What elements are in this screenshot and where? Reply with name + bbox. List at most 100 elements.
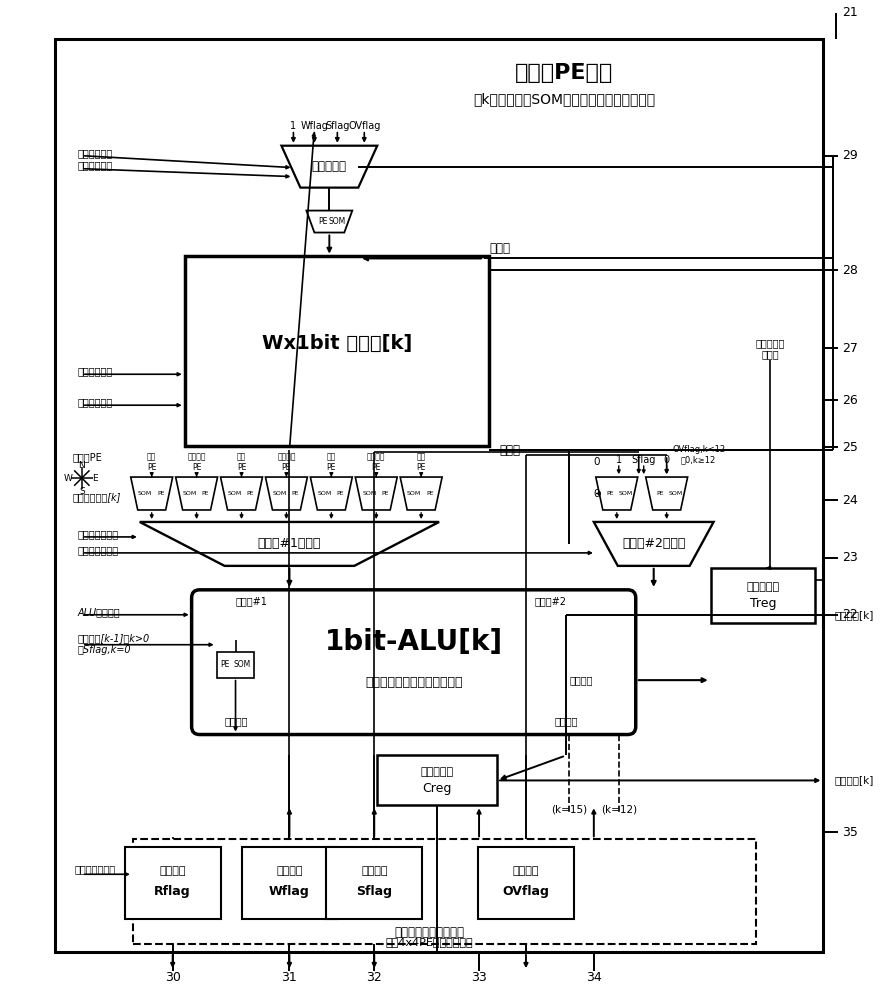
FancyBboxPatch shape [711,568,815,623]
Text: 操作数#1: 操作数#1 [235,596,267,606]
Text: 25: 25 [842,441,858,454]
Text: 进位输出[k]: 进位输出[k] [834,610,874,620]
Text: 东侧: 东侧 [147,453,156,462]
Text: PE: PE [656,491,663,496]
Text: 31: 31 [281,971,297,984]
Text: PE: PE [318,217,328,226]
Text: 北侧: 北侧 [416,453,426,462]
Text: 0: 0 [594,489,600,499]
FancyBboxPatch shape [478,847,574,919]
Text: 进位输出[k]: 进位输出[k] [834,775,874,785]
Text: SOM: SOM [618,491,633,496]
Text: 西侧: 西侧 [326,453,336,462]
FancyBboxPatch shape [124,847,220,919]
Text: 临时寄存器: 临时寄存器 [756,338,785,348]
Polygon shape [281,146,377,188]
Text: 1: 1 [616,455,622,465]
FancyBboxPatch shape [184,256,489,446]
Text: PE: PE [192,463,201,472]
FancyBboxPatch shape [217,652,255,678]
Text: 读数据: 读数据 [499,444,520,457]
Text: PE: PE [237,463,246,472]
Polygon shape [310,477,352,510]
Text: 逻辑高位: 逻辑高位 [277,453,295,462]
Text: SOM: SOM [329,217,346,226]
Text: SOM: SOM [228,491,242,496]
Text: 30: 30 [165,971,181,984]
Text: Rflag: Rflag [154,885,191,898]
Text: 第一操作数选择: 第一操作数选择 [78,529,119,539]
Text: 1: 1 [290,121,296,131]
FancyBboxPatch shape [326,847,422,919]
Text: OVflag: OVflag [503,885,549,898]
Text: 进位输入: 进位输入 [225,717,248,727]
Text: 南侧: 南侧 [237,453,246,462]
Text: 条件选择器: 条件选择器 [312,160,347,173]
Text: SOM: SOM [273,491,287,496]
Text: Wx1bit 存储器[k]: Wx1bit 存储器[k] [262,334,412,353]
Polygon shape [596,477,638,510]
Text: 28: 28 [842,264,858,277]
Text: 35: 35 [842,826,858,839]
Text: 32: 32 [366,971,382,984]
Text: PE: PE [382,491,389,496]
Text: 0: 0 [663,455,669,465]
Polygon shape [306,211,352,233]
Text: OVflag,k<12
或0,k≥12: OVflag,k<12 或0,k≥12 [672,445,725,465]
Text: SOM: SOM [407,491,422,496]
Text: PE: PE [371,463,381,472]
Text: 获胜标志: 获胜标志 [276,866,303,876]
Text: 到相邻PE: 到相邻PE [73,452,102,462]
Text: SOM: SOM [318,491,332,496]
Text: 存储器读地址: 存储器读地址 [78,366,113,376]
Text: PE: PE [606,491,614,496]
Text: 可重构PE单元: 可重构PE单元 [515,63,613,83]
Text: SOM: SOM [234,660,251,669]
Text: 溢出标志: 溢出标志 [512,866,539,876]
Text: PE: PE [326,463,336,472]
Text: 22: 22 [842,608,858,621]
Text: 操作数#1选择器: 操作数#1选择器 [258,537,321,550]
Polygon shape [176,477,218,510]
FancyBboxPatch shape [242,847,337,919]
Text: Sflag: Sflag [325,121,349,131]
Text: SOM: SOM [138,491,152,496]
Text: 21: 21 [842,6,858,19]
Text: OVflag: OVflag [348,121,380,131]
Text: PE: PE [416,463,426,472]
Text: 重构标志: 重构标志 [160,866,186,876]
Text: S: S [79,487,85,496]
Polygon shape [139,522,439,566]
Text: 第二操作数选择: 第二操作数选择 [78,545,119,555]
Text: PE: PE [281,463,291,472]
Text: 写使能: 写使能 [762,349,780,359]
Polygon shape [131,477,173,510]
Text: Wflag: Wflag [301,121,328,131]
Text: PE: PE [337,491,344,496]
Text: （求和，取反，相与，相或）: （求和，取反，相与，相或） [365,676,462,689]
Text: PE: PE [202,491,209,496]
Text: PE: PE [157,491,164,496]
Text: PE: PE [220,660,229,669]
Text: (k=15): (k=15) [550,804,587,814]
Text: 存储器写使能: 存储器写使能 [78,161,113,171]
Polygon shape [355,477,397,510]
Text: （由4x4PE子阵列共享）: （由4x4PE子阵列共享） [385,937,473,947]
Text: E: E [92,474,98,483]
Text: SOM: SOM [669,491,683,496]
Text: Treg: Treg [750,597,776,610]
Text: 0: 0 [594,457,600,467]
Text: 33: 33 [471,971,487,984]
Text: SOM: SOM [363,491,377,496]
Text: N: N [78,461,86,470]
Text: 符号标志: 符号标志 [361,866,387,876]
Text: 算术高位: 算术高位 [367,453,385,462]
FancyBboxPatch shape [132,839,757,944]
Text: 操作数#2选择器: 操作数#2选择器 [622,537,685,550]
Text: 进位寄存器: 进位寄存器 [421,767,453,777]
FancyBboxPatch shape [191,590,636,735]
Text: W: W [64,474,72,483]
FancyBboxPatch shape [55,39,824,952]
Text: 27: 27 [842,342,858,355]
Text: 逻辑低位: 逻辑低位 [187,453,206,462]
